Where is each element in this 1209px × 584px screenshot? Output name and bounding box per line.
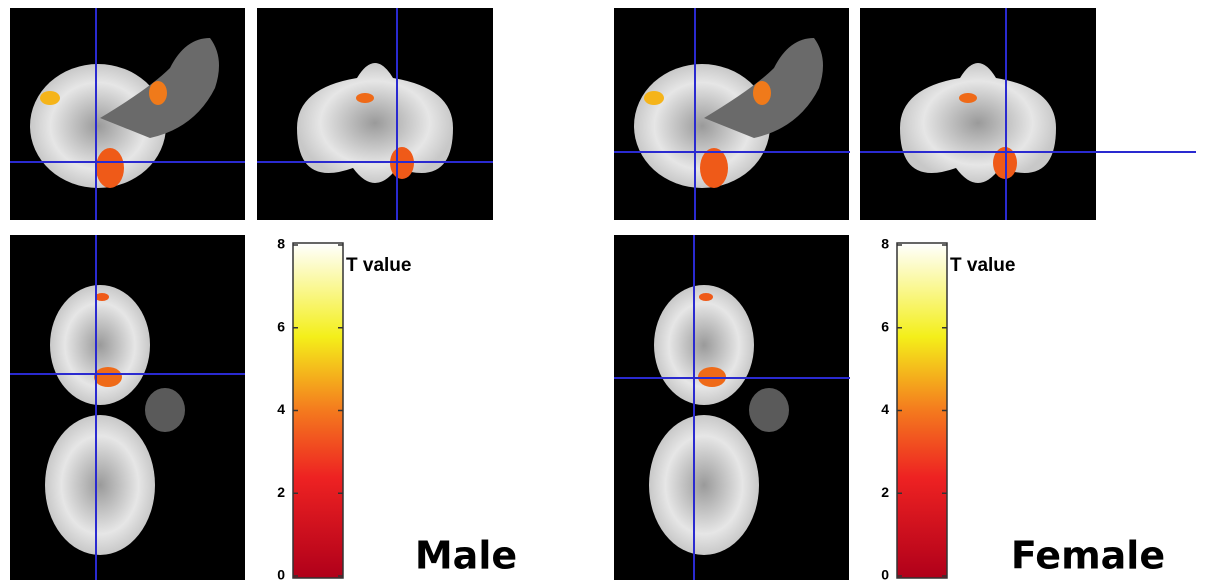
panel-label: Male [415,534,517,578]
panel-label: Female [1011,534,1165,578]
tick-label: 2 [277,484,285,500]
tick-label: 8 [277,236,285,252]
tick-label: 8 [881,236,889,252]
colorbar [897,243,947,578]
tick-label: 2 [881,484,889,500]
tick-label: 0 [881,567,889,583]
colorbar [293,243,343,578]
tick-label: 6 [277,318,285,334]
colorbar-title: T value [950,255,1015,276]
tick-label: 6 [881,318,889,334]
figure: 0 2 4 6 8 T value Male 0 2 4 6 8 T value Female [0,0,1209,584]
tick-label: 4 [277,401,285,417]
colorbar-title: T value [346,255,411,276]
tick-label: 0 [277,567,285,583]
male-images [10,8,493,580]
tick-label: 4 [881,401,889,417]
